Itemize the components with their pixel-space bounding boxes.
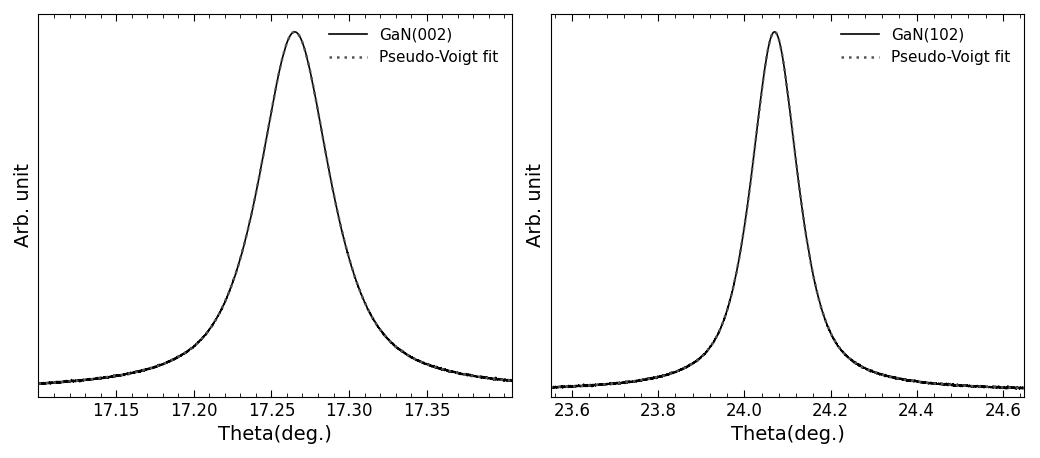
GaN(002): [446, 368, 459, 374]
Line: GaN(102): GaN(102): [550, 32, 1024, 389]
Line: GaN(002): GaN(002): [38, 32, 512, 384]
Pseudo-Voigt fit: [497, 377, 510, 382]
Legend: GaN(102), Pseudo-Voigt fit: GaN(102), Pseudo-Voigt fit: [835, 22, 1017, 71]
Pseudo-Voigt fit: [505, 378, 518, 383]
GaN(102): [958, 383, 970, 388]
X-axis label: Theta(deg.): Theta(deg.): [730, 425, 844, 444]
Pseudo-Voigt fit: [32, 381, 45, 387]
Pseudo-Voigt fit: [1009, 385, 1021, 391]
Pseudo-Voigt fit: [747, 161, 759, 167]
GaN(002): [235, 254, 248, 260]
GaN(002): [32, 381, 45, 386]
Pseudo-Voigt fit: [234, 255, 246, 260]
Line: Pseudo-Voigt fit: Pseudo-Voigt fit: [550, 32, 1024, 388]
Legend: GaN(002), Pseudo-Voigt fit: GaN(002), Pseudo-Voigt fit: [322, 22, 504, 71]
GaN(102): [626, 379, 639, 385]
GaN(102): [598, 382, 610, 387]
GaN(102): [747, 161, 759, 167]
GaN(002): [214, 310, 227, 315]
GaN(002): [505, 378, 518, 383]
GaN(102): [769, 29, 781, 35]
Pseudo-Voigt fit: [726, 289, 738, 294]
GaN(002): [86, 376, 99, 382]
X-axis label: Theta(deg.): Theta(deg.): [218, 425, 332, 444]
Pseudo-Voigt fit: [544, 385, 556, 390]
Y-axis label: Arb. unit: Arb. unit: [14, 164, 33, 247]
GaN(102): [1010, 387, 1022, 392]
Y-axis label: Arb. unit: Arb. unit: [526, 164, 545, 247]
GaN(002): [288, 29, 301, 35]
Pseudo-Voigt fit: [1018, 385, 1031, 391]
Pseudo-Voigt fit: [86, 376, 99, 382]
GaN(002): [497, 377, 510, 382]
GaN(102): [1009, 385, 1021, 391]
Pseudo-Voigt fit: [288, 29, 301, 35]
Pseudo-Voigt fit: [446, 369, 459, 375]
Line: Pseudo-Voigt fit: Pseudo-Voigt fit: [38, 32, 512, 384]
GaN(102): [544, 384, 556, 390]
Pseudo-Voigt fit: [114, 372, 127, 378]
Pseudo-Voigt fit: [958, 383, 970, 388]
GaN(102): [1018, 385, 1031, 391]
Pseudo-Voigt fit: [214, 309, 227, 315]
GaN(002): [34, 382, 47, 387]
Pseudo-Voigt fit: [598, 382, 610, 387]
GaN(002): [114, 372, 127, 377]
GaN(102): [726, 289, 738, 294]
Pseudo-Voigt fit: [769, 29, 781, 35]
Pseudo-Voigt fit: [626, 379, 639, 384]
